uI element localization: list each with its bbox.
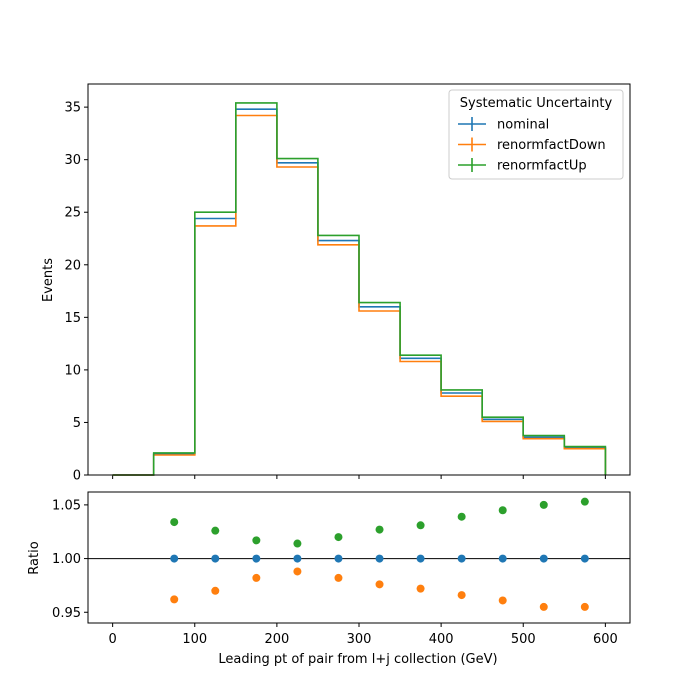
legend-entries: nominal renormfactDown renormfactUp [458,117,606,174]
legend-title: Systematic Uncertainty [460,96,613,111]
ratio-point-renormfactDown [498,596,507,605]
legend-label-renormfactDown: renormfactDown [497,138,606,153]
histogram-ylabel: Events [41,258,56,302]
ratio-point-renormfactDown [416,584,425,593]
ratio-point-renormfactUp [293,539,302,548]
ratio-point-renormfactDown [457,591,466,600]
ratio-ytick-label: 1.05 [52,498,81,513]
histogram-frame [87,83,631,476]
ratio-point-renormfactUp [457,512,466,521]
ratio-point-renormfactUp [252,536,261,545]
ratio-point-renormfactUp [211,526,220,535]
histogram-axes-ticks: 0 5 10 15 20 25 30 35 [64,101,606,484]
ratio-point-renormfactDown [539,602,548,611]
ratio-xtick-label: 200 [264,632,289,647]
ratio-xtick-label: 0 [108,632,116,647]
ratio-point-renormfactDown [170,595,179,604]
histogram-ytick-label: 10 [64,363,81,378]
ratio-ylabel: Ratio [27,541,42,574]
ratio-point-renormfactUp [539,500,548,509]
ratio-point-renormfactUp [375,525,384,534]
ratio-xtick-label: 300 [347,632,372,647]
ratio-point-nominal [416,554,425,563]
ratio-point-renormfactUp [334,533,343,542]
ratio-ytick-label: 1.00 [52,552,81,567]
ratio-xtick-label: 600 [593,632,618,647]
ratio-point-renormfactUp [498,506,507,515]
ratio-points [170,497,589,611]
ratio-point-nominal [580,554,589,563]
histogram-ytick-label: 30 [64,153,81,168]
ratio-xtick-label: 500 [511,632,536,647]
ratio-point-nominal [252,554,261,563]
ratio-point-nominal [293,554,302,563]
legend: Systematic Uncertainty nominal renormfact… [448,89,624,180]
legend-label-renormfactUp: renormfactUp [497,159,587,174]
ratio-axes-ticks: 0.95 1.00 1.05 0 100 200 300 400 500 600 [52,498,618,647]
ratio-point-nominal [539,554,548,563]
histogram-series-renormfactUp [112,102,607,476]
ratio-point-renormfactDown [580,602,589,611]
legend-label-nominal: nominal [497,118,549,133]
ratio-frame [87,491,631,624]
ratio-xtick-label: 400 [429,632,454,647]
ratio-point-renormfactDown [334,573,343,582]
histogram-ytick-label: 20 [64,258,81,273]
ratio-xtick-label: 100 [182,632,207,647]
ratio-point-nominal [170,554,179,563]
histogram-ytick-label: 35 [64,101,81,116]
ratio-point-renormfactUp [170,518,179,527]
histogram-series [112,102,607,476]
ratio-point-renormfactUp [416,521,425,530]
ratio-point-nominal [334,554,343,563]
histogram-ytick-label: 0 [73,469,81,484]
ratio-point-nominal [375,554,384,563]
ratio-xlabel: Leading pt of pair from l+j collection (… [218,652,497,667]
ratio-point-nominal [211,554,220,563]
ratio-point-renormfactUp [580,497,589,506]
ratio-ytick-label: 0.95 [52,606,81,621]
histogram-panel: 0 5 10 15 20 25 30 35 Events Systematic Uncerta… [41,83,631,484]
legend-box [448,89,624,180]
ratio-point-renormfactDown [375,580,384,589]
histogram-ytick-label: 5 [73,416,81,431]
ratio-point-nominal [457,554,466,563]
ratio-point-renormfactDown [252,573,261,582]
ratio-point-renormfactDown [211,586,220,595]
ratio-point-nominal [498,554,507,563]
ratio-point-renormfactDown [293,567,302,576]
histogram-ytick-label: 25 [64,206,81,221]
ratio-panel: 0.95 1.00 1.05 0 100 200 300 400 500 600 Ratio Le… [27,491,631,667]
histogram-ytick-label: 15 [64,311,81,326]
